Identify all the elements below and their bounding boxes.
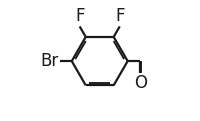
Text: F: F [115, 8, 124, 26]
Text: F: F [75, 8, 84, 26]
Text: Br: Br [40, 52, 59, 70]
Text: O: O [134, 74, 147, 92]
